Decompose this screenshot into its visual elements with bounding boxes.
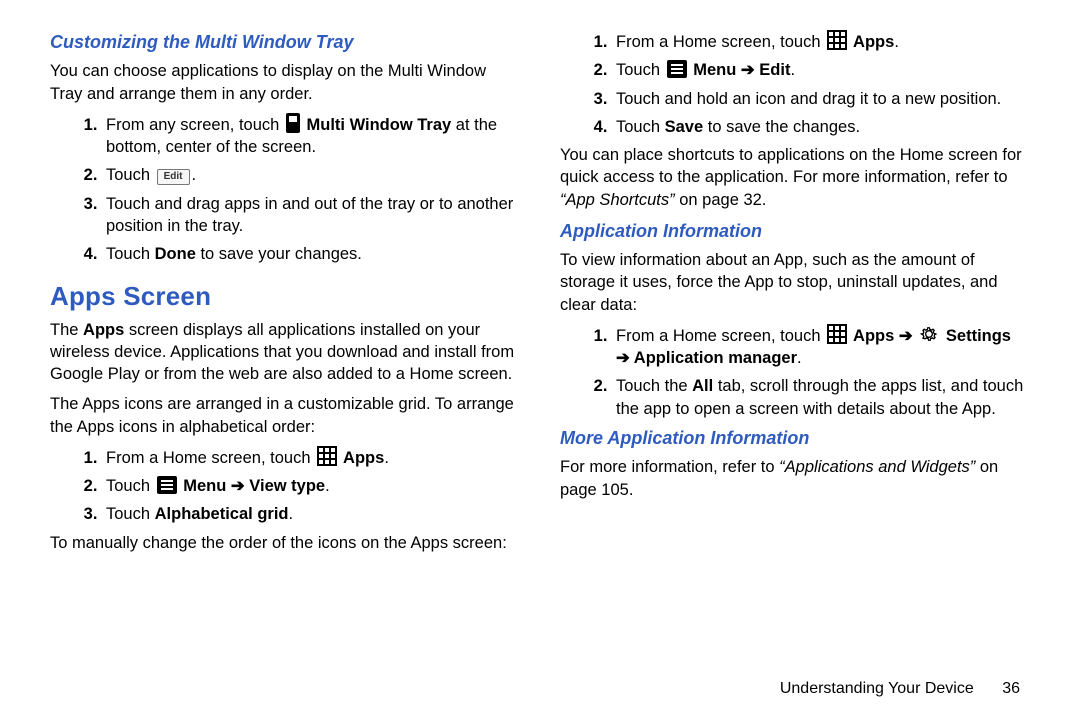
alpha-step-3: Touch Alphabetical grid. bbox=[102, 503, 520, 525]
step-1: From any screen, touch Multi Window Tray… bbox=[102, 113, 520, 159]
page-number: 36 bbox=[1002, 680, 1020, 697]
list-alpha-steps: From a Home screen, touch Apps. Touch Me… bbox=[50, 446, 520, 526]
footer-section: Understanding Your Device bbox=[780, 680, 974, 697]
gear-icon bbox=[919, 324, 939, 344]
info-step-1: From a Home screen, touch Apps ➔ Setting… bbox=[612, 324, 1030, 370]
left-column: Customizing the Multi Window Tray You ca… bbox=[50, 28, 520, 624]
para-manual-order: To manually change the order of the icon… bbox=[50, 532, 520, 554]
multiwindow-tray-icon bbox=[286, 113, 300, 133]
menu-icon bbox=[157, 476, 177, 494]
step-3: Touch and drag apps in and out of the tr… bbox=[102, 193, 520, 238]
apps-icon bbox=[317, 446, 337, 466]
list-info-steps: From a Home screen, touch Apps ➔ Setting… bbox=[560, 324, 1030, 420]
apps-icon bbox=[827, 30, 847, 50]
alpha-step-2: Touch Menu ➔ View type. bbox=[102, 475, 520, 497]
heading-apps-screen: Apps Screen bbox=[50, 279, 520, 314]
apps-icon bbox=[827, 324, 847, 344]
para-shortcuts: You can place shortcuts to applications … bbox=[560, 144, 1030, 211]
man-step-4: Touch Save to save the changes. bbox=[612, 116, 1030, 138]
heading-app-info: Application Information bbox=[560, 219, 1030, 243]
para-custom-intro: You can choose applications to display o… bbox=[50, 60, 520, 105]
para-apps-intro: The Apps screen displays all application… bbox=[50, 319, 520, 386]
alpha-step-1: From a Home screen, touch Apps. bbox=[102, 446, 520, 469]
page-body: Customizing the Multi Window Tray You ca… bbox=[0, 0, 1080, 644]
list-custom-steps: From any screen, touch Multi Window Tray… bbox=[50, 113, 520, 266]
heading-more-info: More Application Information bbox=[560, 426, 1030, 450]
menu-icon bbox=[667, 60, 687, 78]
para-app-info: To view information about an App, such a… bbox=[560, 249, 1030, 316]
man-step-1: From a Home screen, touch Apps. bbox=[612, 30, 1030, 53]
step-4: Touch Done to save your changes. bbox=[102, 243, 520, 265]
right-column: From a Home screen, touch Apps. Touch Me… bbox=[560, 28, 1030, 624]
info-step-2: Touch the All tab, scroll through the ap… bbox=[612, 375, 1030, 420]
para-apps-grid: The Apps icons are arranged in a customi… bbox=[50, 393, 520, 438]
man-step-2: Touch Menu ➔ Edit. bbox=[612, 59, 1030, 81]
edit-button-icon: Edit bbox=[157, 169, 190, 185]
step-2: Touch Edit. bbox=[102, 164, 520, 186]
heading-customizing: Customizing the Multi Window Tray bbox=[50, 30, 520, 54]
list-manual-steps: From a Home screen, touch Apps. Touch Me… bbox=[560, 30, 1030, 138]
man-step-3: Touch and hold an icon and drag it to a … bbox=[612, 88, 1030, 110]
para-more-info: For more information, refer to “Applicat… bbox=[560, 456, 1030, 501]
page-footer: Understanding Your Device 36 bbox=[780, 680, 1020, 698]
